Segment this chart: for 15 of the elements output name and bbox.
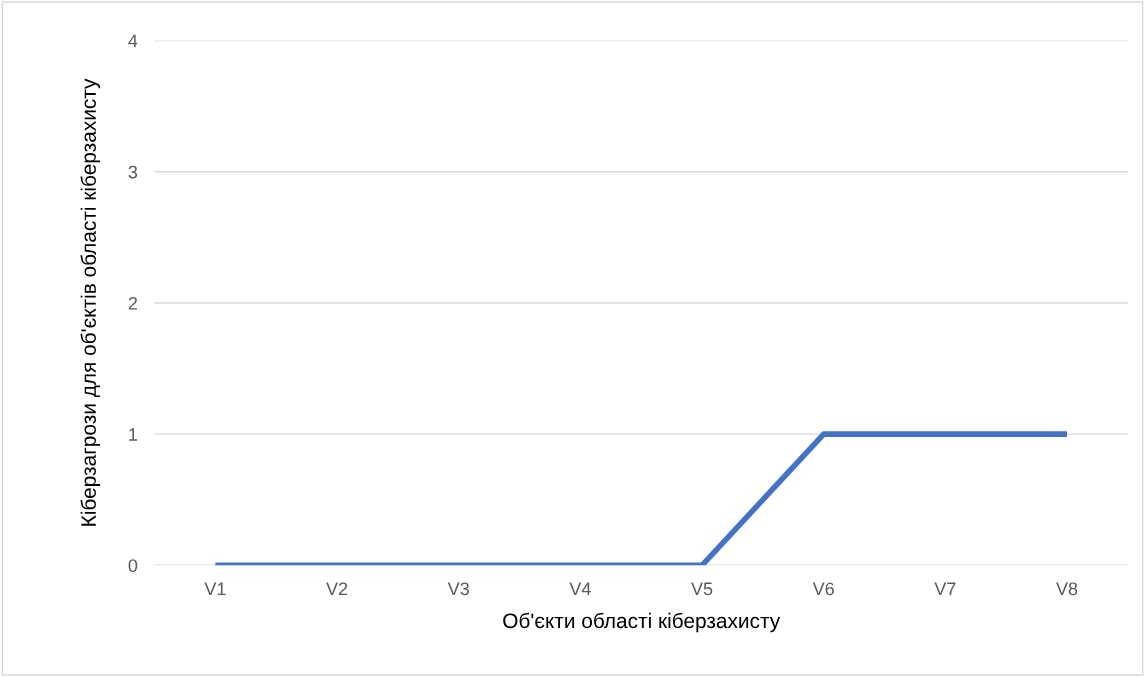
y-tick-label: 4 bbox=[128, 34, 138, 48]
x-tick-label: V8 bbox=[1056, 582, 1078, 596]
y-tick-label: 2 bbox=[128, 296, 137, 310]
y-tick-label: 0 bbox=[128, 559, 138, 573]
x-tick-label: V3 bbox=[447, 582, 469, 596]
x-tick-label: V1 bbox=[204, 582, 226, 596]
y-tick-label: 1 bbox=[129, 428, 138, 441]
y-tick-label: 3 bbox=[128, 165, 138, 179]
x-tick-label: V4 bbox=[569, 582, 591, 596]
x-tick-label: V2 bbox=[326, 582, 348, 596]
x-tick-label: V5 bbox=[691, 582, 713, 596]
y-axis-title: Кіберзагрози для об'єктів області кіберзахисту bbox=[80, 78, 101, 526]
x-tick-label: V6 bbox=[812, 582, 834, 596]
x-tick-label: V7 bbox=[934, 582, 956, 596]
x-axis-title: Об'єкти області кіберзахисту bbox=[503, 612, 781, 633]
